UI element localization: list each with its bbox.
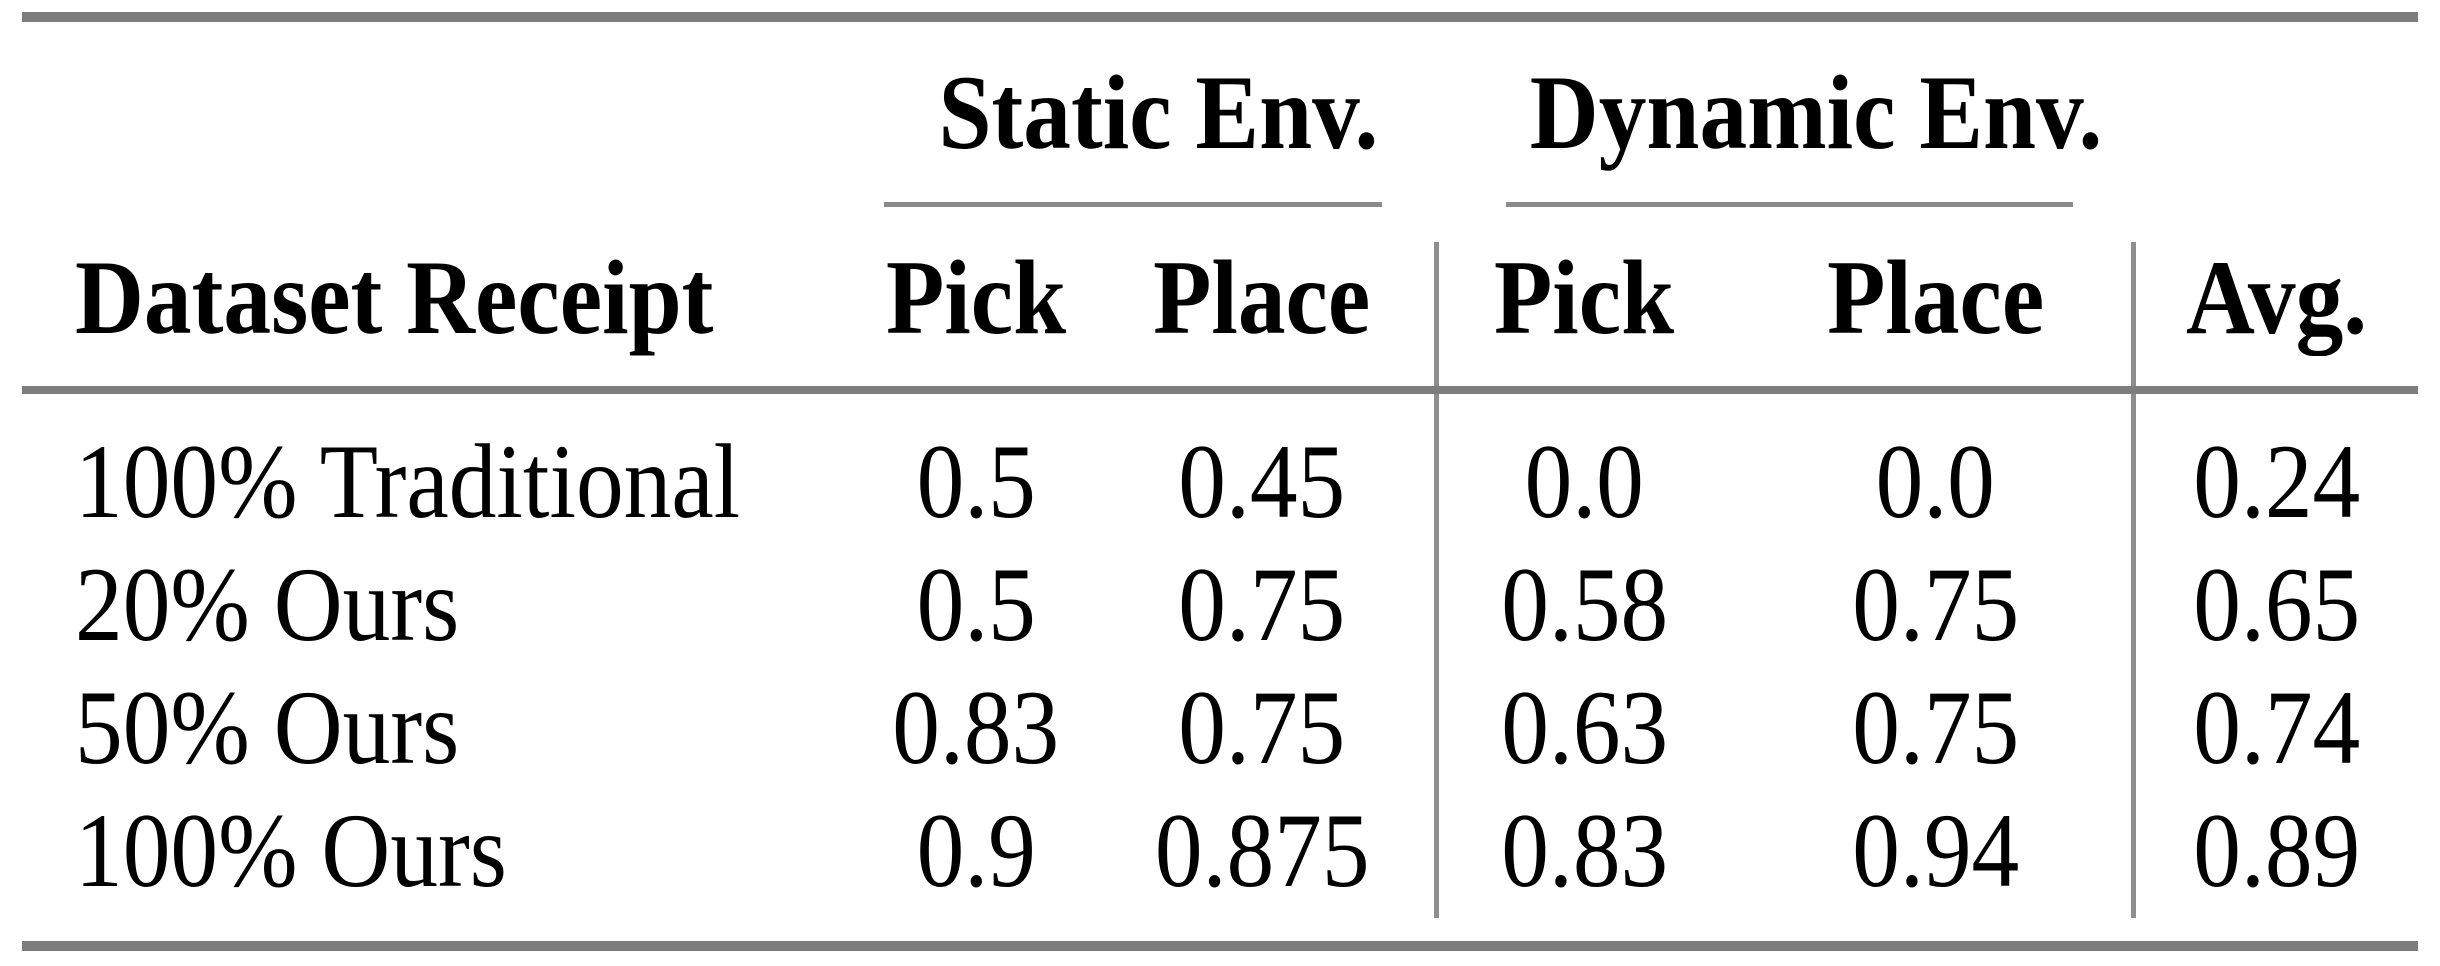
column-group-static-label: Static Env. [938,53,1379,171]
cell-dynamic-place: 0.75 [1852,668,2019,786]
row-label: 50% Ours [75,668,460,786]
header-dynamic-place: Place [1826,239,2045,356]
table-body: 100% Traditional 0.5 0.45 0.0 0.0 0.24 2… [22,420,2418,912]
bottom-rule [22,941,2418,951]
cell-avg: 0.65 [2193,545,2361,663]
cell-dynamic-pick: 0.58 [1501,545,1668,663]
column-group-static: Static Env. [884,50,1433,175]
row-label: 20% Ours [75,545,460,663]
cell-static-place: 0.75 [1178,545,1346,663]
cell-dynamic-pick: 0.0 [1524,422,1645,540]
cell-static-pick: 0.5 [916,545,1036,663]
top-rule [22,12,2418,22]
cell-dynamic-pick: 0.63 [1501,668,1668,786]
column-group-dynamic: Dynamic Env. [1433,50,2200,175]
cell-static-place: 0.875 [1154,791,1370,909]
static-cmidrule [884,202,1382,207]
header-dataset-receipt: Dataset Receipt [75,239,714,356]
row-label: 100% Ours [75,791,507,909]
cell-dynamic-place: 0.0 [1875,422,1996,540]
cell-static-pick: 0.83 [892,668,1060,786]
cell-avg: 0.89 [2193,791,2361,909]
cell-avg: 0.74 [2193,668,2361,786]
cell-avg: 0.24 [2193,422,2361,540]
header-dynamic-pick: Pick [1494,239,1675,356]
vertical-rule-static-dynamic [1434,242,1439,918]
vertical-rule-dynamic-avg [2131,242,2136,918]
cell-static-pick: 0.9 [916,791,1036,909]
cell-dynamic-pick: 0.83 [1501,791,1668,909]
cell-static-pick: 0.5 [916,422,1036,540]
cell-dynamic-place: 0.94 [1852,791,2019,909]
mid-rule [22,386,2418,394]
dynamic-cmidrule [1506,202,2073,207]
row-label: 100% Traditional [75,422,741,540]
column-group-dynamic-label: Dynamic Env. [1530,53,2103,171]
header-row: Dataset Receipt Pick Place Pick Place Av… [22,232,2418,364]
cell-static-place: 0.75 [1178,668,1346,786]
cell-dynamic-place: 0.75 [1852,545,2019,663]
header-avg: Avg. [2186,239,2368,356]
header-static-pick: Pick [885,239,1067,356]
header-static-place: Place [1153,239,1371,356]
cell-static-place: 0.45 [1178,422,1346,540]
